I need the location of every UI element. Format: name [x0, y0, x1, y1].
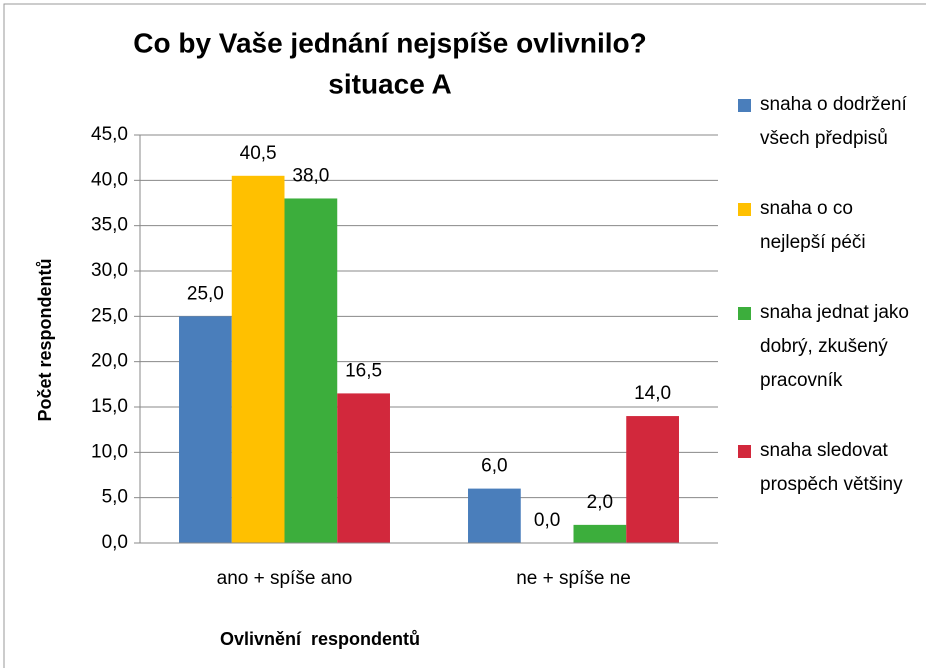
- y-tick-label: 45,0: [91, 124, 128, 145]
- value-label: 40,5: [240, 143, 277, 164]
- chart-title: situace A: [328, 68, 451, 99]
- legend-swatch: [738, 307, 751, 320]
- value-label: 25,0: [187, 283, 224, 304]
- bar: [626, 416, 679, 543]
- legend-label: snaha sledovat prospěch většiny: [760, 440, 903, 495]
- legend-label: snaha jednat jako dobrý, zkušený pracovn…: [760, 302, 909, 391]
- bar: [573, 524, 627, 543]
- y-tick-label: 0,0: [102, 532, 128, 553]
- x-tick-label: ne + spíše ne: [516, 568, 631, 589]
- value-label: 0,0: [534, 510, 560, 531]
- chart-title: Co by Vaše jednání nejspíše ovlivnilo?: [133, 27, 647, 58]
- value-label: 6,0: [481, 456, 507, 477]
- value-label: 16,5: [345, 360, 382, 381]
- y-axis-label: Počet respondentů: [35, 258, 55, 421]
- value-label: 38,0: [292, 165, 329, 186]
- y-tick-label: 35,0: [91, 215, 128, 236]
- y-tick-label: 10,0: [91, 441, 128, 462]
- bar: [284, 198, 338, 543]
- value-label: 14,0: [634, 383, 671, 404]
- bar: [231, 175, 285, 544]
- y-tick-label: 20,0: [91, 351, 128, 372]
- bar: [468, 488, 521, 543]
- legend-item: snaha jednat jako dobrý, zkušený pracovn…: [736, 296, 916, 398]
- legend-item: snaha o co nejlepší péči: [736, 192, 916, 260]
- y-tick-label: 30,0: [91, 260, 128, 281]
- legend-label: snaha o dodržení všech předpisů: [760, 94, 907, 149]
- legend-item: snaha o dodržení všech předpisů: [736, 88, 916, 156]
- y-tick-label: 40,0: [91, 169, 128, 190]
- legend-label: snaha o co nejlepší péči: [760, 198, 866, 253]
- bar: [337, 393, 390, 543]
- y-tick-label: 25,0: [91, 305, 128, 326]
- legend: snaha o dodržení všech předpisů snaha o c…: [736, 88, 916, 538]
- legend-item: snaha sledovat prospěch většiny: [736, 434, 916, 502]
- legend-swatch: [738, 203, 751, 216]
- legend-swatch: [738, 99, 751, 112]
- y-tick-label: 15,0: [91, 396, 128, 417]
- bar: [179, 316, 232, 543]
- x-tick-label: ano + spíše ano: [217, 568, 353, 589]
- y-tick-label: 5,0: [102, 487, 128, 508]
- x-axis-label: Ovlivnění respondentů: [220, 629, 420, 649]
- legend-swatch: [738, 445, 751, 458]
- value-label: 2,0: [587, 492, 613, 513]
- frame: [3, 3, 926, 668]
